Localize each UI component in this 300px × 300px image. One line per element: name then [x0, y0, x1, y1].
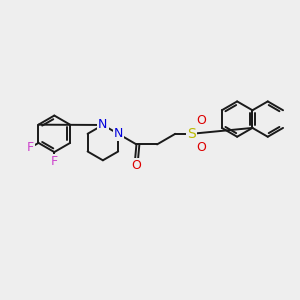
Text: N: N: [113, 127, 123, 140]
Text: O: O: [196, 141, 206, 154]
Text: S: S: [187, 127, 196, 141]
Text: N: N: [98, 118, 108, 131]
Text: F: F: [51, 155, 58, 168]
Text: F: F: [27, 141, 34, 154]
Text: O: O: [131, 159, 141, 172]
Text: O: O: [196, 114, 206, 127]
